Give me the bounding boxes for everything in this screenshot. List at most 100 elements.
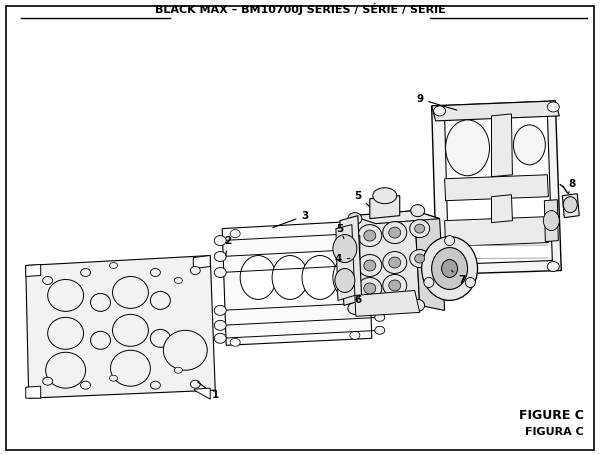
Ellipse shape <box>389 227 401 238</box>
Ellipse shape <box>446 120 490 176</box>
Polygon shape <box>431 101 559 121</box>
Polygon shape <box>370 196 400 219</box>
Polygon shape <box>445 112 553 264</box>
Ellipse shape <box>358 225 382 247</box>
Ellipse shape <box>415 224 425 233</box>
Ellipse shape <box>113 314 148 346</box>
Ellipse shape <box>175 367 182 373</box>
Polygon shape <box>193 256 210 268</box>
Ellipse shape <box>214 268 226 278</box>
Ellipse shape <box>151 329 170 347</box>
Text: 2: 2 <box>224 236 232 256</box>
Polygon shape <box>346 236 360 285</box>
Text: FIGURA C: FIGURA C <box>526 427 584 437</box>
Ellipse shape <box>91 293 110 311</box>
Text: 5: 5 <box>336 223 344 238</box>
Polygon shape <box>431 101 561 274</box>
Polygon shape <box>445 175 548 201</box>
Polygon shape <box>340 216 362 305</box>
Ellipse shape <box>348 303 362 314</box>
Polygon shape <box>491 114 512 177</box>
Ellipse shape <box>434 263 446 273</box>
Ellipse shape <box>350 331 360 339</box>
Ellipse shape <box>547 262 559 272</box>
Ellipse shape <box>110 375 118 381</box>
Polygon shape <box>26 264 41 277</box>
Ellipse shape <box>375 313 385 321</box>
Ellipse shape <box>445 236 455 246</box>
Ellipse shape <box>364 260 376 271</box>
Ellipse shape <box>547 102 559 112</box>
Ellipse shape <box>151 268 160 277</box>
Polygon shape <box>352 211 440 223</box>
Ellipse shape <box>383 274 407 296</box>
Ellipse shape <box>333 256 369 299</box>
Ellipse shape <box>422 237 478 300</box>
Ellipse shape <box>383 252 407 273</box>
Ellipse shape <box>110 350 151 386</box>
Ellipse shape <box>415 254 425 263</box>
Ellipse shape <box>389 280 401 291</box>
Ellipse shape <box>373 188 397 204</box>
Ellipse shape <box>151 381 160 389</box>
Polygon shape <box>194 388 210 399</box>
Ellipse shape <box>358 278 382 299</box>
Ellipse shape <box>190 380 200 388</box>
Ellipse shape <box>364 230 376 241</box>
Polygon shape <box>222 221 372 345</box>
Polygon shape <box>562 194 579 217</box>
Ellipse shape <box>47 279 83 311</box>
Ellipse shape <box>466 278 475 288</box>
Ellipse shape <box>80 268 91 277</box>
Ellipse shape <box>43 377 53 385</box>
Ellipse shape <box>431 248 467 289</box>
Text: 9: 9 <box>416 94 457 110</box>
Polygon shape <box>491 195 512 222</box>
Ellipse shape <box>91 331 110 349</box>
Ellipse shape <box>163 330 207 370</box>
Ellipse shape <box>47 318 83 349</box>
Ellipse shape <box>46 352 86 388</box>
Ellipse shape <box>272 256 308 299</box>
Text: 1: 1 <box>197 382 219 400</box>
Ellipse shape <box>214 252 226 262</box>
Polygon shape <box>415 211 445 310</box>
Text: 4: 4 <box>334 253 350 263</box>
Ellipse shape <box>214 334 226 344</box>
Ellipse shape <box>214 305 226 315</box>
Ellipse shape <box>411 299 425 311</box>
Ellipse shape <box>43 277 53 284</box>
Ellipse shape <box>240 256 276 299</box>
Polygon shape <box>26 256 215 398</box>
Polygon shape <box>352 211 419 310</box>
Ellipse shape <box>514 125 545 165</box>
Ellipse shape <box>370 261 380 268</box>
Ellipse shape <box>383 222 407 243</box>
Ellipse shape <box>335 268 355 293</box>
Ellipse shape <box>544 211 559 231</box>
Ellipse shape <box>230 230 240 238</box>
Ellipse shape <box>434 106 446 116</box>
Ellipse shape <box>333 235 357 263</box>
Text: FIGURE C: FIGURE C <box>520 409 584 422</box>
Ellipse shape <box>563 197 577 212</box>
Ellipse shape <box>370 245 380 253</box>
Ellipse shape <box>389 257 401 268</box>
Polygon shape <box>445 217 548 247</box>
Text: 7: 7 <box>452 270 465 285</box>
Ellipse shape <box>370 228 380 237</box>
Polygon shape <box>355 290 419 316</box>
Text: 5: 5 <box>354 191 370 207</box>
Polygon shape <box>336 225 355 300</box>
Text: 3: 3 <box>272 211 308 228</box>
Polygon shape <box>26 386 41 398</box>
Ellipse shape <box>424 278 434 288</box>
Ellipse shape <box>364 283 376 294</box>
Polygon shape <box>544 200 559 242</box>
Ellipse shape <box>230 339 240 346</box>
Text: 8: 8 <box>568 179 576 194</box>
Ellipse shape <box>410 220 430 238</box>
Ellipse shape <box>358 254 382 277</box>
Text: BLACK MAX – BM10700J SERIES / SÉRIE / SERIE: BLACK MAX – BM10700J SERIES / SÉRIE / SE… <box>155 3 445 15</box>
Text: 6: 6 <box>354 295 361 305</box>
